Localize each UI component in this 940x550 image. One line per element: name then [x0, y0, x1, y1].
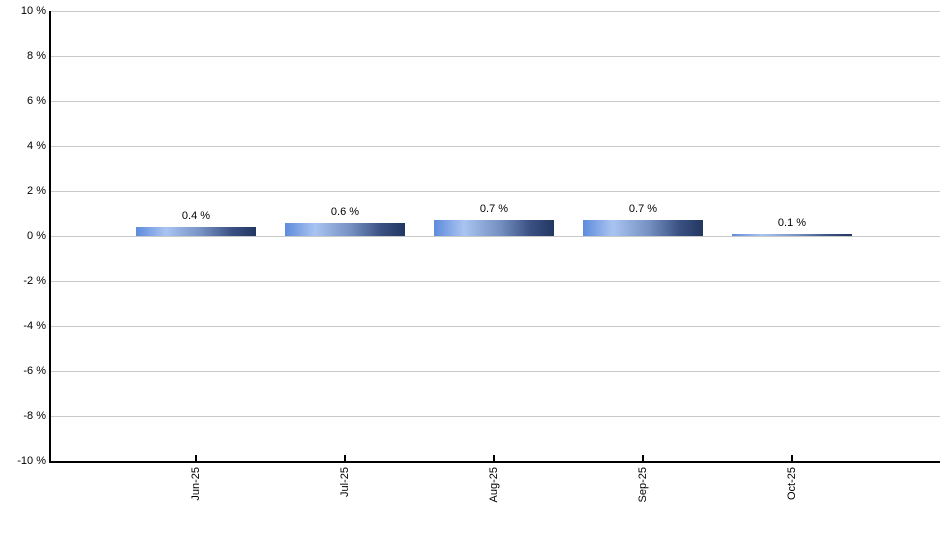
- y-axis-label: 8 %: [27, 50, 46, 62]
- bar-oct-25: [732, 233, 852, 236]
- gridline: [51, 371, 940, 372]
- bar-jul-25: [285, 222, 405, 236]
- y-axis-label: -2 %: [23, 275, 46, 287]
- bar-value-label: 0.1 %: [777, 216, 807, 229]
- gridline: [51, 56, 940, 57]
- y-axis-label: 4 %: [27, 140, 46, 152]
- y-axis-label: 2 %: [27, 185, 46, 197]
- gridline: [51, 101, 940, 102]
- bar-jun-25: [136, 227, 256, 236]
- y-axis-line: [49, 11, 51, 463]
- bar-value-label: 0.7 %: [628, 203, 658, 216]
- x-axis-line: [49, 461, 940, 463]
- y-axis-label: 10 %: [20, 5, 46, 17]
- x-axis-label: Jun-25: [190, 467, 202, 501]
- x-axis-label: Oct-25: [786, 467, 798, 501]
- gridline: [51, 326, 940, 327]
- x-axis-tick: [344, 455, 346, 463]
- y-axis-label: -8 %: [23, 410, 46, 422]
- bar-aug-25: [434, 220, 554, 236]
- x-axis-label: Sep-25: [637, 467, 649, 503]
- x-axis-tick: [642, 455, 644, 463]
- y-axis-label: -10 %: [17, 455, 46, 467]
- gridline: [51, 281, 940, 282]
- gridline: [51, 416, 940, 417]
- x-axis-tick: [195, 455, 197, 463]
- bar-value-label: 0.4 %: [181, 210, 211, 222]
- y-axis-label: -4 %: [23, 320, 46, 332]
- x-axis-label: Jul-25: [339, 467, 351, 497]
- gridline: [51, 11, 940, 12]
- x-axis-label: Aug-25: [488, 467, 500, 503]
- gridline: [51, 236, 940, 237]
- x-axis-tick: [493, 455, 495, 463]
- y-axis-label: -6 %: [23, 365, 46, 377]
- bar-sep-25: [583, 220, 703, 236]
- bar-value-label: 0.7 %: [479, 203, 509, 216]
- gridline: [51, 191, 940, 192]
- y-axis-label: 6 %: [27, 95, 46, 107]
- y-axis-label: 0 %: [27, 230, 46, 242]
- gridline: [51, 146, 940, 147]
- x-axis-tick: [791, 455, 793, 463]
- bar-value-label: 0.6 %: [330, 205, 360, 218]
